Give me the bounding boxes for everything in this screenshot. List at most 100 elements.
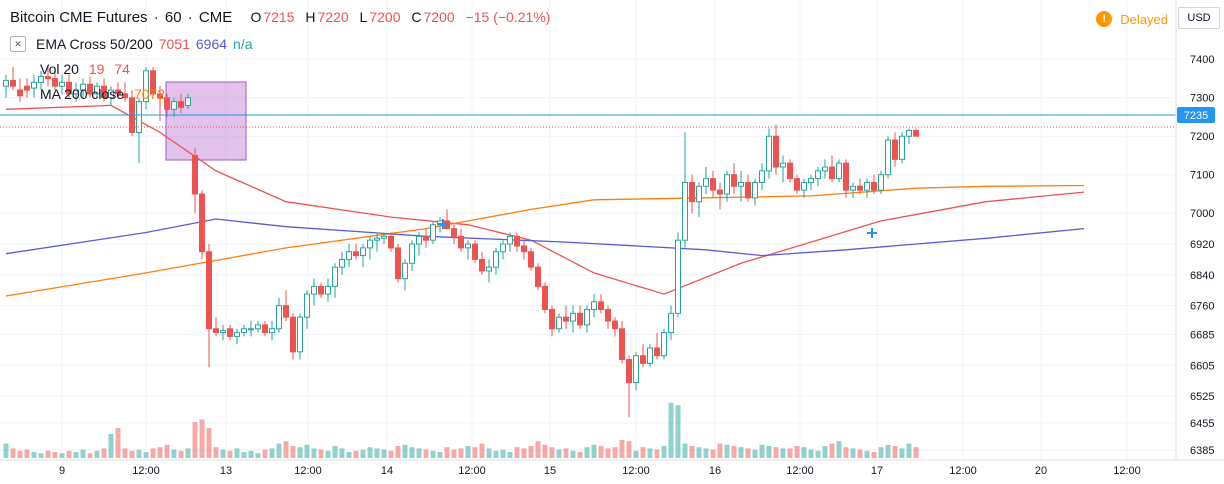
candle [206, 244, 212, 368]
volume-bar [52, 452, 58, 458]
time-axis[interactable]: 9 12:00 13 12:00 14 12:00 15 12:00 16 12:00 17 12:0… [59, 465, 1141, 477]
ema-cross-value: n/a [233, 36, 253, 52]
drawing-rectangle[interactable] [165, 81, 247, 161]
price-tick-label: 6920 [1190, 239, 1214, 251]
crosshair-marker-1 [438, 219, 448, 229]
volume-bar [885, 444, 891, 458]
candle [759, 163, 765, 191]
volume-bar [626, 441, 632, 458]
time-tick-label: 17 [871, 465, 883, 477]
candle [94, 82, 100, 98]
candle [339, 251, 345, 275]
candle [101, 78, 107, 102]
volume-bar [556, 449, 562, 458]
volume-bar [668, 402, 674, 458]
volume-bar [731, 446, 737, 458]
candle [738, 170, 744, 202]
volume-bar [906, 443, 912, 458]
candle [17, 78, 23, 102]
time-tick-label: 12:00 [132, 465, 160, 477]
volume-bar [339, 448, 345, 458]
volume-bar [738, 447, 744, 458]
volume-bar [500, 449, 506, 458]
volume-bar [38, 453, 44, 458]
candle [465, 240, 471, 260]
volume-bar [521, 448, 527, 458]
volume-bar [129, 450, 135, 458]
volume-bar [143, 452, 149, 458]
candle [269, 321, 275, 341]
volume-bar [787, 448, 793, 458]
indicator-line-slow-ema [5, 218, 1085, 257]
volume-bar [374, 448, 380, 458]
candle [283, 290, 289, 322]
volume-bar [696, 447, 702, 458]
candle [353, 244, 359, 260]
time-tick-label: 15 [544, 465, 556, 477]
candle [171, 97, 177, 117]
symbol-name[interactable]: Bitcoin CME Futures [10, 9, 148, 26]
volume-bar [136, 449, 142, 458]
candle [262, 321, 268, 337]
candle [528, 247, 534, 271]
volume-bar [843, 447, 849, 458]
candle [493, 247, 499, 275]
ema-name: EMA Cross 50/200 [36, 36, 153, 52]
volume-bar [780, 448, 786, 458]
volume-bar [570, 450, 576, 458]
volume-bar [591, 444, 597, 458]
volume-bar [507, 452, 513, 458]
volume-bar [801, 447, 807, 458]
time-tick-label: 16 [709, 465, 721, 477]
volume-bar [409, 447, 415, 458]
candle [801, 178, 807, 198]
candle [843, 159, 849, 198]
candle [864, 178, 870, 198]
candle [150, 66, 156, 98]
collapse-chevron-icon[interactable]: ✕ [10, 36, 26, 52]
delayed-status[interactable]: ! Delayed [1096, 11, 1168, 27]
volume-bar [395, 446, 401, 458]
interval-label[interactable]: 60 [164, 9, 182, 26]
candle [514, 232, 520, 252]
currency-button[interactable]: USD [1178, 7, 1220, 29]
price-axis[interactable]: 7400 7300 7200 7100 7000 6920 6840 6760 6685 6605… [1190, 54, 1214, 457]
volume-bar [353, 450, 359, 458]
candle [297, 313, 303, 360]
candle [507, 232, 513, 252]
volume-bar [206, 428, 212, 458]
volume-bar [745, 448, 751, 458]
volume-bar [514, 447, 520, 458]
volume-bar [199, 419, 205, 458]
volume-bar [710, 449, 716, 458]
candle [689, 174, 695, 214]
candle [906, 128, 912, 144]
candle [374, 232, 380, 252]
volume-bar [66, 450, 72, 458]
volume-bar [822, 446, 828, 458]
price-tick-label: 7200 [1190, 131, 1214, 143]
volume-bar [185, 448, 191, 458]
volume-bar [213, 447, 219, 458]
candle [87, 76, 93, 98]
candle [276, 297, 282, 333]
indicator-ma-row[interactable]: MA 200 close 7072 [40, 86, 165, 102]
candle [696, 182, 702, 218]
indicator-vol-row[interactable]: Vol 20 19 74 [40, 61, 130, 77]
volume-bar [752, 449, 758, 458]
candle [626, 355, 632, 418]
volume-bar [535, 441, 541, 458]
low-value: 7200 [369, 9, 401, 25]
volume-bar [283, 441, 289, 458]
price-tick-label: 7000 [1190, 208, 1214, 220]
volume-bar [402, 444, 408, 458]
indicator-ema-row[interactable]: ✕ EMA Cross 50/200 7051 6964 n/a [10, 36, 253, 52]
candle [885, 136, 891, 179]
volume-bar [689, 446, 695, 458]
candle [724, 170, 730, 202]
candle [360, 244, 366, 268]
candle [577, 305, 583, 329]
candle [248, 321, 254, 337]
volume-bar [864, 450, 870, 458]
